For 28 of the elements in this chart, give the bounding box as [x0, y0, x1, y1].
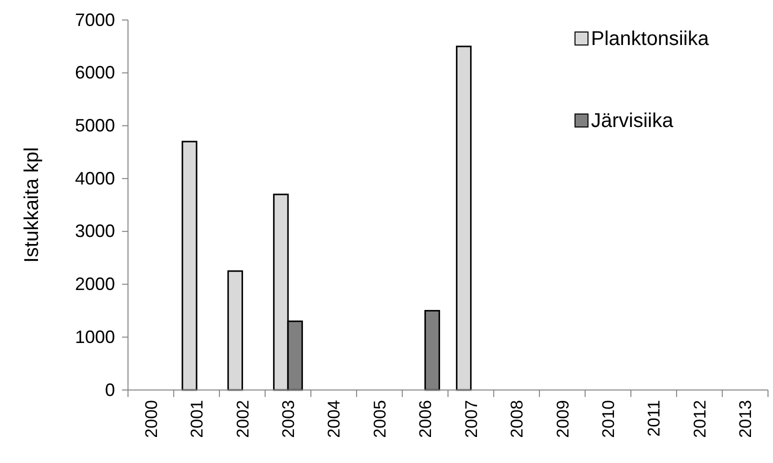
x-tick-label: 2012 [690, 400, 710, 438]
x-tick-label: 2013 [736, 400, 756, 438]
bar [456, 46, 472, 391]
x-tick-label: 2008 [508, 400, 527, 438]
x-tick-label: 2011 [644, 400, 664, 437]
y-tick-label: 4000 [74, 168, 115, 188]
x-tick-label: 2002 [233, 400, 252, 438]
y-tick-label: 6000 [74, 62, 115, 83]
legend-label: Järvisiika [591, 110, 674, 132]
x-tick-label: 2004 [324, 400, 344, 438]
y-tick-label: 5000 [74, 115, 115, 136]
legend-label: Planktonsiika [591, 28, 710, 50]
x-tick-label: 2000 [142, 400, 161, 438]
x-tick-label: 2005 [370, 400, 390, 438]
x-tick-label: 2001 [188, 400, 207, 438]
y-tick-label: 1000 [74, 326, 115, 347]
x-tick-label: 2009 [553, 400, 572, 438]
y-tick-label: 0 [104, 380, 115, 400]
y-axis-title: Istukkaita kpl [21, 147, 43, 263]
y-tick-label: 7000 [74, 10, 115, 30]
y-tick-label: 2000 [74, 274, 115, 294]
bar [182, 140, 198, 391]
x-tick-label: 2006 [416, 400, 436, 438]
x-tick-label: 2003 [279, 400, 298, 438]
bar [227, 270, 244, 391]
x-tick-label: 2010 [599, 400, 618, 438]
y-tick-label: 3000 [74, 221, 115, 242]
x-tick-label: 2007 [462, 400, 481, 438]
